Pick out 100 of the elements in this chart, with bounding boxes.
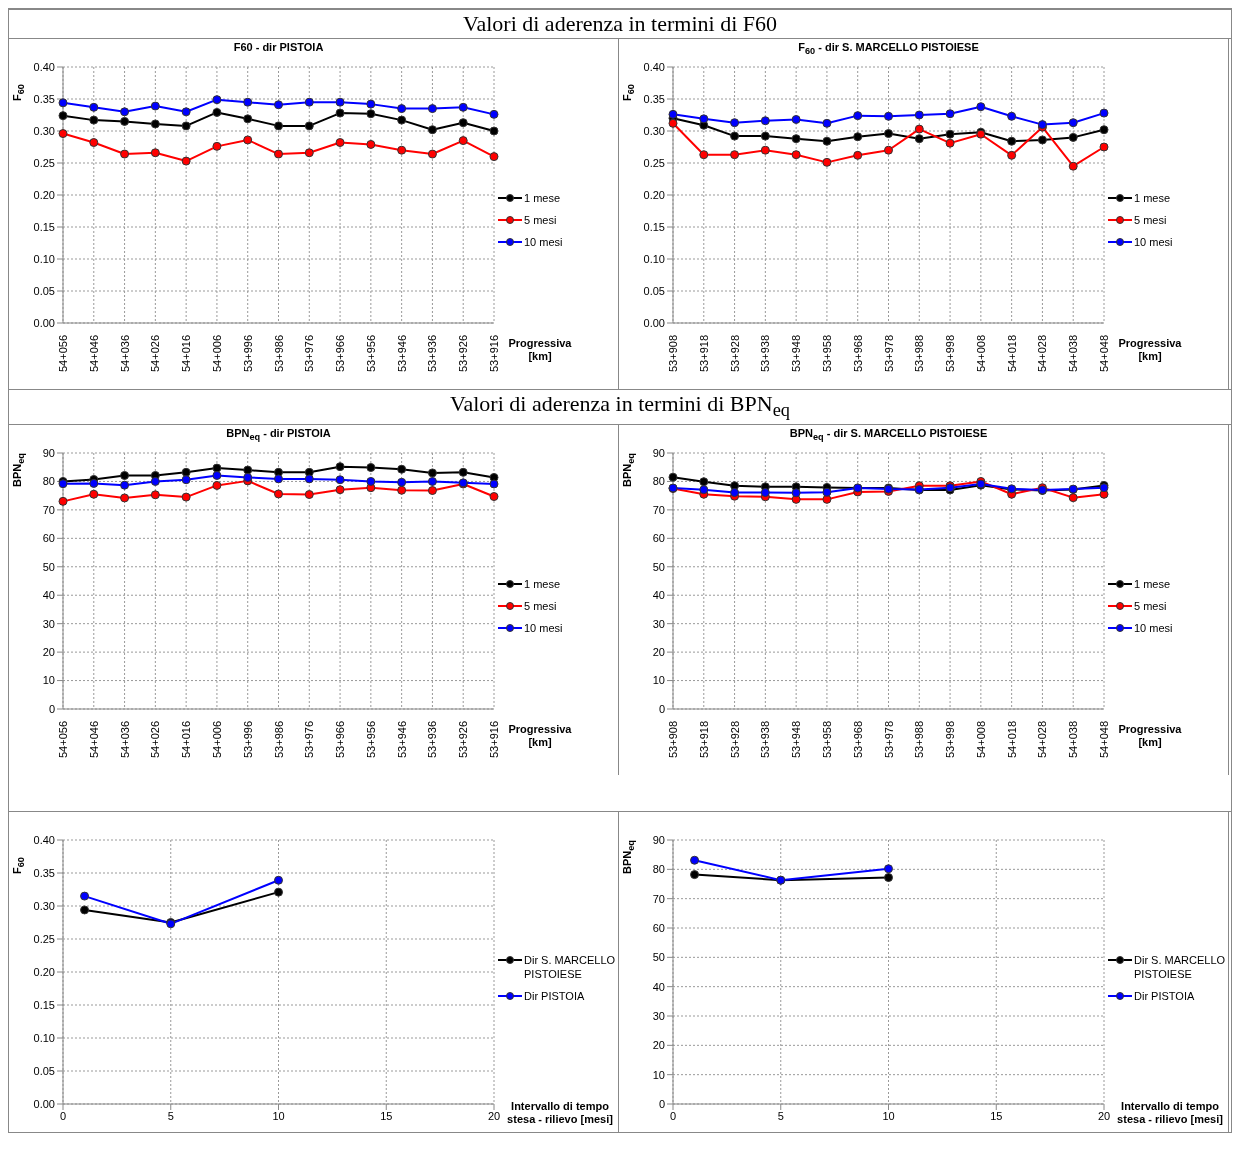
x-tick-label: 53+938	[759, 335, 772, 373]
x-tick-label: 53+996	[241, 721, 254, 759]
y-tick-label: 20	[652, 1039, 665, 1052]
x-tick-label: 53+988	[913, 721, 926, 759]
legend-label: 10 mesi	[524, 621, 563, 636]
x-tick-label: 53+928	[728, 335, 741, 373]
y-tick-label: 10	[652, 674, 665, 687]
x-tick-label: 20	[1097, 1110, 1111, 1123]
y-tick-label: 40	[652, 589, 665, 602]
legend-label: 10 mesi	[1134, 621, 1173, 636]
y-tick-label: 0.25	[33, 933, 55, 946]
x-tick-label: 54+008	[974, 721, 987, 759]
x-tick-label: 53+958	[820, 335, 833, 373]
x-tick-label: 54+008	[974, 335, 987, 373]
y-tick-label: 0.25	[643, 156, 665, 169]
x-tick-label: 53+948	[790, 335, 803, 373]
x-tick-label: 54+018	[1005, 721, 1018, 759]
legend-label: 1 mese	[524, 191, 561, 205]
x-tick-label: 15	[990, 1110, 1003, 1123]
x-axis-title: Progressiva [km]	[1118, 337, 1182, 362]
x-tick-label: 53+918	[697, 721, 710, 759]
x-tick-label: 54+006	[210, 721, 223, 759]
x-tick-label: 53+966	[334, 335, 347, 373]
chart-title: BPN$_{eq}$ - dir PISTOIA	[225, 427, 332, 443]
x-tick-label: 53+916	[488, 721, 500, 759]
x-tick-label: 53+926	[457, 335, 470, 373]
x-tick-label: 54+048	[1098, 721, 1110, 759]
y-tick-label: 30	[652, 1010, 665, 1023]
legend-label: 10 mesi	[524, 235, 563, 249]
legend-label: 5 mesi	[524, 599, 557, 614]
x-tick-label: 53+956	[364, 721, 377, 759]
x-tick-label: 53+976	[303, 335, 316, 373]
chart-title: F60 - dir PISTOIA	[232, 41, 325, 53]
y-tick-label: 0	[48, 703, 55, 716]
x-tick-label: 0	[59, 1110, 67, 1123]
legend-label: Dir S. MARCELLO PISTOIESE	[1134, 953, 1226, 982]
x-tick-label: 54+028	[1036, 721, 1049, 759]
x-tick-label: 54+018	[1005, 335, 1018, 373]
y-tick-label: 0.20	[33, 966, 55, 979]
y-tick-label: 10	[652, 1068, 665, 1081]
y-tick-label: 60	[652, 922, 665, 935]
y-tick-label: 0.40	[33, 834, 55, 847]
y-tick-label: 90	[652, 834, 665, 847]
x-tick-label: 53+926	[457, 721, 470, 759]
x-tick-label: 0	[669, 1110, 677, 1123]
legend-label: Dir PISTOIA	[524, 989, 585, 1004]
x-tick-label: 53+938	[759, 721, 772, 759]
x-tick-label: 54+026	[149, 335, 162, 373]
x-tick-label: 54+046	[87, 335, 100, 373]
x-tick-label: 54+036	[118, 721, 131, 759]
y-tick-label: 0	[658, 703, 665, 716]
y-tick-label: 90	[42, 447, 55, 460]
y-tick-label: 0.05	[643, 284, 665, 297]
text: Valori di aderenza in termini di BPN$_{eq}$	[9, 390, 1231, 426]
x-tick-label: 54+056	[57, 335, 69, 373]
legend-label: 1 mese	[524, 577, 561, 592]
x-tick-label: 53+936	[426, 335, 439, 373]
x-tick-label: 53+928	[728, 721, 741, 759]
y-tick-label: 60	[42, 532, 55, 545]
x-tick-label: 5	[777, 1110, 784, 1123]
x-tick-label: 53+918	[697, 335, 710, 373]
x-tick-label: 54+028	[1036, 335, 1049, 373]
y-tick-label: 0.15	[33, 220, 55, 233]
y-tick-label: 0.00	[643, 316, 665, 329]
y-tick-label: 0.10	[33, 252, 55, 265]
x-axis-title: Progressiva [km]	[1118, 723, 1182, 749]
y-tick-label: 0.30	[33, 900, 55, 913]
x-axis-title: Intervallo di tempo stesa - rilievo [mesi]	[507, 1100, 613, 1126]
y-tick-label: 40	[42, 589, 55, 602]
chart-title: BPN$_{eq}$ - dir S. MARCELLO PISTOIESE	[788, 427, 989, 443]
legend-label: 10 mesi	[1134, 235, 1173, 249]
y-tick-label: 40	[652, 980, 665, 993]
text: Valori di aderenza in termini di F60	[9, 10, 1231, 39]
x-tick-label: 54+046	[87, 721, 100, 759]
y-tick-label: 70	[652, 892, 665, 905]
y-tick-label: 70	[42, 504, 55, 517]
x-tick-label: 10	[882, 1110, 895, 1123]
legend-label: 1 mese	[1134, 191, 1171, 205]
x-tick-label: 53+936	[426, 721, 439, 759]
x-tick-label: 54+026	[149, 721, 162, 759]
x-tick-label: 54+006	[210, 335, 223, 373]
x-tick-label: 54+016	[180, 335, 193, 373]
y-tick-label: 0.15	[643, 220, 665, 233]
x-tick-label: 53+958	[820, 721, 833, 759]
x-tick-label: 53+978	[882, 721, 895, 759]
x-tick-label: 53+948	[790, 721, 803, 759]
legend-label: Dir S. MARCELLO PISTOIESE	[524, 953, 616, 982]
x-tick-label: 53+998	[944, 721, 957, 759]
y-tick-label: 0.10	[33, 1032, 55, 1045]
y-tick-label: 0.35	[643, 92, 665, 105]
x-tick-label: 5	[167, 1110, 174, 1123]
y-tick-label: 0.05	[33, 1065, 55, 1078]
y-tick-label: 0.40	[33, 60, 55, 73]
y-tick-label: 50	[42, 561, 55, 574]
x-tick-label: 53+988	[913, 335, 926, 373]
x-tick-label: 53+986	[272, 335, 285, 373]
x-tick-label: 53+946	[395, 335, 408, 373]
y-tick-label: 20	[42, 646, 55, 659]
y-tick-label: 20	[652, 646, 665, 659]
y-tick-label: 0.35	[33, 92, 55, 105]
